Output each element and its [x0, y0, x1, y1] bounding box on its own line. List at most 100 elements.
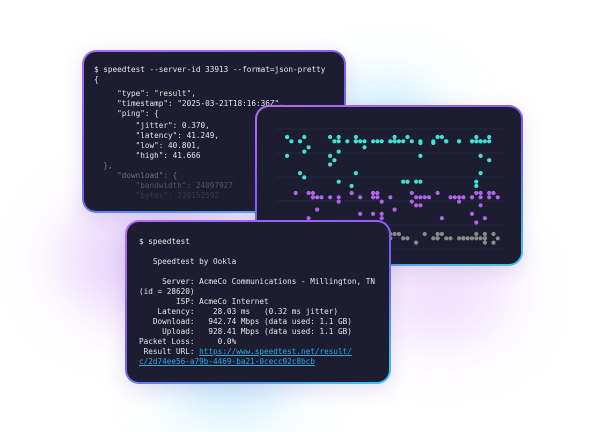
- data-point: [388, 195, 393, 200]
- json-line: {: [94, 75, 99, 84]
- data-point: [418, 153, 423, 158]
- result-url-label: Result URL:: [139, 347, 200, 356]
- data-point: [358, 139, 363, 144]
- data-point: [418, 195, 423, 200]
- data-point: [469, 195, 475, 200]
- json-line: "ping": {: [94, 109, 159, 118]
- data-point: [431, 236, 436, 241]
- json-line: "download": {: [94, 171, 178, 180]
- data-point: [435, 190, 440, 196]
- data-point: [371, 139, 376, 144]
- data-point: [345, 139, 350, 144]
- data-point: [310, 195, 315, 200]
- data-point: [414, 203, 419, 208]
- data-point: [392, 139, 397, 144]
- data-point: [495, 195, 500, 200]
- data-point: [457, 199, 462, 204]
- data-point: [478, 195, 483, 200]
- data-point: [319, 195, 324, 200]
- data-point: [328, 134, 333, 140]
- data-point: [401, 139, 406, 144]
- data-point: [401, 236, 406, 241]
- server-line: Server: AcmeCo Communications - Millingt…: [139, 277, 376, 286]
- data-point: [353, 171, 358, 176]
- json-line: "latency": 41.249,: [94, 131, 219, 140]
- data-point: [487, 190, 492, 196]
- data-point: [414, 240, 419, 245]
- data-point: [482, 216, 487, 221]
- data-point: [332, 139, 337, 144]
- data-point: [469, 211, 475, 216]
- data-point: [461, 195, 466, 200]
- data-point: [302, 149, 307, 154]
- data-point: [328, 195, 333, 200]
- result-url-link-cont[interactable]: c/2d74ee56-a79b-4469-ba21-0cecc92c8bcb: [139, 357, 315, 366]
- data-point: [353, 134, 358, 140]
- data-point: [444, 236, 449, 241]
- data-point: [482, 240, 487, 245]
- data-point: [469, 139, 475, 144]
- data-point: [461, 236, 466, 241]
- data-point: [487, 158, 492, 163]
- data-point: [371, 190, 376, 196]
- data-point: [362, 145, 367, 150]
- command-line: $ speedtest: [139, 237, 190, 246]
- data-point: [474, 220, 479, 225]
- data-point: [396, 231, 401, 237]
- data-point: [405, 134, 410, 140]
- data-point: [315, 195, 320, 200]
- data-point: [465, 236, 470, 241]
- data-point: [285, 134, 290, 140]
- data-point: [336, 195, 341, 200]
- data-point: [448, 195, 453, 200]
- data-point: [478, 236, 483, 241]
- upload-line: Upload: 928.41 Mbps (data used: 1.1 GB): [139, 327, 352, 336]
- data-point: [444, 139, 449, 144]
- json-line: "bandwidth": 24097927: [94, 181, 233, 190]
- data-point: [332, 158, 337, 163]
- data-point: [328, 162, 333, 167]
- data-point: [358, 195, 363, 200]
- data-point: [349, 183, 354, 189]
- data-point: [409, 139, 414, 144]
- json-line: "low": 40.801,: [94, 141, 201, 150]
- data-point: [302, 134, 307, 140]
- data-point: [379, 139, 384, 144]
- data-point: [491, 190, 496, 196]
- json-line: "timestamp": "2025-03-21T18:16:36Z",: [94, 99, 284, 108]
- data-point: [362, 139, 367, 144]
- server-id-line: (id = 28620): [139, 287, 195, 296]
- latency-dot-plot: [277, 128, 503, 250]
- result-url-link[interactable]: https://www.speedtest.net/result/: [199, 347, 352, 356]
- data-point: [487, 134, 492, 140]
- data-point: [409, 199, 414, 204]
- data-point: [405, 179, 410, 184]
- data-point: [336, 139, 341, 144]
- data-point: [482, 139, 487, 144]
- chart-terminal-window: [255, 105, 523, 266]
- data-point: [375, 139, 380, 144]
- data-point: [474, 183, 479, 189]
- json-line: "jitter": 0.370,: [94, 121, 210, 130]
- data-point: [422, 231, 427, 237]
- data-point: [474, 190, 479, 196]
- data-point: [474, 134, 479, 140]
- speedtest-terminal-window: $ speedtest Speedtest by Ookla Server: A…: [125, 220, 391, 384]
- data-point: [388, 139, 393, 144]
- data-point: [285, 153, 290, 158]
- data-point: [478, 153, 483, 158]
- data-point: [457, 195, 462, 200]
- json-line: "bytes": 239152592: [94, 191, 219, 200]
- data-point: [487, 195, 492, 200]
- data-point: [414, 179, 419, 184]
- data-point: [474, 139, 479, 144]
- data-point: [431, 140, 436, 146]
- data-point: [306, 190, 311, 196]
- background-glow-purple-2: [370, 250, 510, 340]
- json-output: $ speedtest --server-id 33913 --format=j…: [94, 65, 325, 201]
- data-point: [336, 149, 341, 154]
- data-point: [401, 179, 406, 184]
- json-line: "high": 41.666: [94, 151, 201, 160]
- data-point: [392, 207, 397, 212]
- data-point: [306, 216, 311, 221]
